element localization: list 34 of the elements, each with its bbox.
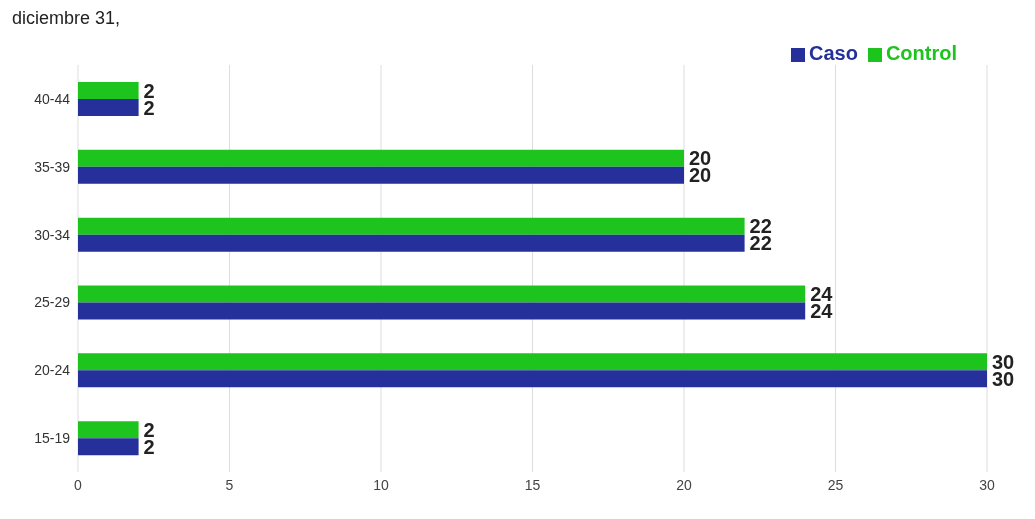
y-tick-label: 30-34 [34,226,71,243]
bar [78,302,806,320]
y-tick-label: 25-29 [34,294,71,311]
data-label: 24 [810,300,834,323]
bar [78,149,684,167]
data-label: 2 [143,79,155,102]
y-tick-label: 35-39 [34,158,71,175]
bar [78,438,139,456]
bar [78,81,139,99]
y-tick-label: 20-24 [34,362,71,379]
x-tick-label: 5 [225,476,234,493]
legend-label: Control [885,42,957,64]
x-tick-label: 30 [979,476,995,493]
bar [78,370,987,388]
x-tick-label: 25 [827,476,844,493]
bar [78,234,745,252]
bar [78,166,684,184]
chart-title: diciembre 31, [11,8,122,30]
data-label: 22 [749,232,772,255]
x-tick-label: 20 [676,476,692,493]
x-tick-label: 15 [524,476,541,493]
bar [78,217,745,235]
y-tick-label: 15-19 [34,430,71,447]
bar [78,353,987,371]
x-tick-label: 0 [74,476,83,493]
y-tick-label: 40-44 [34,90,71,107]
data-label: 20 [689,164,712,187]
legend-label: Caso [809,42,858,64]
bar [78,285,806,303]
x-tick-label: 10 [373,476,389,493]
data-label: 2 [143,418,155,441]
bar [78,98,139,116]
data-label: 30 [992,350,1015,373]
bar [78,421,139,439]
